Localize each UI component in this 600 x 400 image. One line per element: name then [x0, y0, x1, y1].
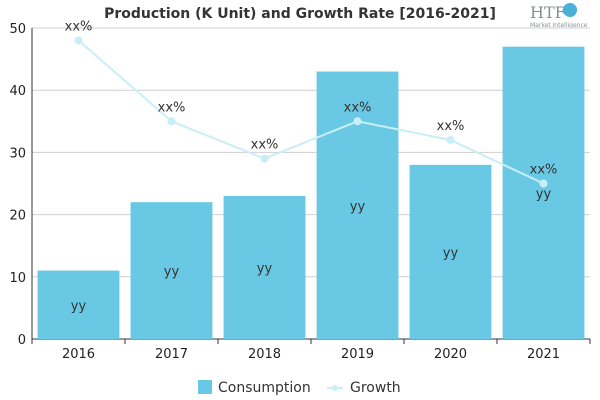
- bar-data-label: yy: [350, 199, 366, 214]
- logo-text: HTF: [530, 3, 566, 22]
- line-data-labels: xx% xx% xx% xx% xx% xx%: [65, 19, 558, 177]
- htf-logo: HTF Market Intelligence: [530, 3, 588, 29]
- legend-label-growth: Growth: [350, 380, 401, 396]
- legend-marker-growth: [332, 385, 338, 391]
- x-tick-label: 2018: [248, 347, 281, 362]
- bar-series: [37, 46, 585, 339]
- globe-icon: [563, 3, 577, 17]
- x-tick-label: 2019: [341, 347, 374, 362]
- bar-data-labels: yy yy yy yy yy yy: [71, 187, 552, 314]
- bar-data-label: yy: [443, 246, 459, 261]
- x-tick-label: 2017: [155, 347, 188, 362]
- x-tick-label: 2016: [62, 347, 95, 362]
- bar: [316, 71, 399, 339]
- legend-label-consumption: Consumption: [218, 380, 311, 396]
- bar: [37, 270, 120, 339]
- bar-data-label: yy: [257, 261, 273, 276]
- growth-line: [77, 39, 544, 185]
- growth-point: [167, 117, 176, 126]
- y-tick-label: 40: [9, 84, 26, 99]
- growth-point: [539, 179, 548, 188]
- y-tick-label: 50: [9, 22, 26, 37]
- legend-swatch-consumption: [198, 380, 212, 394]
- growth-data-label: xx%: [437, 119, 465, 134]
- legend: Consumption Growth: [198, 380, 401, 396]
- y-axis-ticks: 0 10 20 30 40 50: [9, 22, 26, 348]
- growth-point: [446, 135, 455, 144]
- y-tick-label: 0: [18, 333, 26, 348]
- bar-data-label: yy: [164, 265, 180, 280]
- growth-data-label: xx%: [344, 100, 372, 115]
- chart-title: Production (K Unit) and Growth Rate [201…: [104, 6, 496, 22]
- growth-point: [74, 36, 83, 45]
- bar-data-label: yy: [536, 187, 552, 202]
- growth-point: [260, 154, 269, 163]
- growth-data-label: xx%: [251, 138, 279, 153]
- x-axis-ticks: 2016 2017 2018 2019 2020 2021: [31, 339, 591, 362]
- y-tick-label: 20: [9, 209, 26, 224]
- x-tick-label: 2020: [434, 347, 467, 362]
- bar: [130, 202, 213, 339]
- y-tick-label: 30: [9, 146, 26, 161]
- line-series: [74, 36, 548, 188]
- y-tick-label: 10: [9, 271, 26, 286]
- x-tick-label: 2021: [527, 347, 560, 362]
- growth-data-label: xx%: [530, 163, 558, 178]
- logo-subtitle: Market Intelligence: [530, 22, 588, 29]
- bar: [502, 46, 585, 339]
- bar: [409, 164, 492, 339]
- growth-point: [353, 117, 362, 126]
- bar: [223, 195, 306, 339]
- growth-data-label: xx%: [65, 19, 93, 34]
- bar-data-label: yy: [71, 299, 87, 314]
- growth-data-label: xx%: [158, 100, 186, 115]
